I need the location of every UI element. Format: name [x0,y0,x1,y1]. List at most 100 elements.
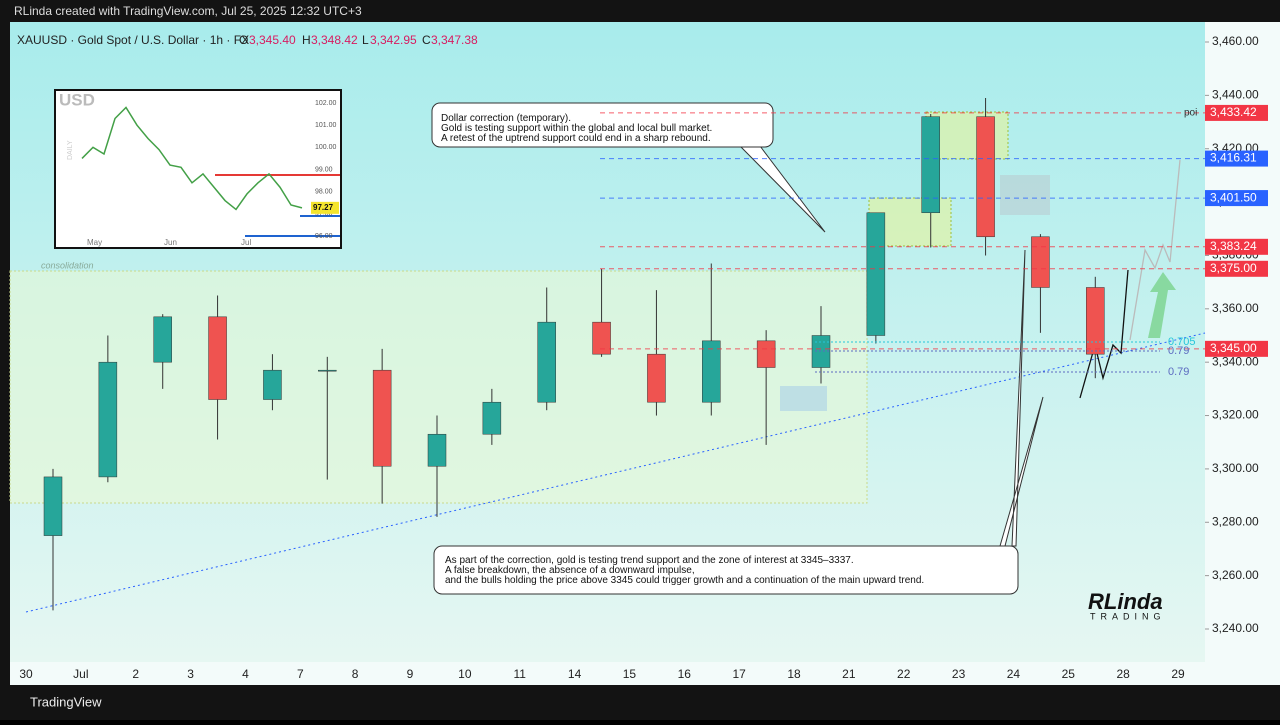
candle-body [592,321,611,355]
inset [54,89,342,249]
logo-name: RLinda [1088,589,1163,614]
x-tick-label: 15 [623,667,637,681]
price-tag [1205,104,1268,121]
low: 3,342.95 [370,33,417,47]
x-tick-label: 4 [242,667,249,681]
candle-body [43,476,63,536]
price-tag [1205,150,1268,167]
price-tag-label: 3,345.00 [1210,341,1257,355]
o-label: O [239,33,248,47]
candle-body [263,369,282,400]
x-tick-label: 18 [787,667,801,681]
annotation-text: Dollar correction (temporary). Gold is te… [441,113,712,144]
inset-tick: 96.00 [315,233,333,240]
consolidation-label: consolidation [41,260,94,270]
price-tag-label: 3,433.42 [1210,105,1257,119]
candle-body [427,433,447,467]
inset-tick: 98.00 [315,189,333,196]
annotation-text: As part of the correction, gold is testi… [445,555,924,586]
x-tick-label: 23 [952,667,966,681]
open: 3,345.40 [249,33,296,47]
x-tick-label: 9 [407,667,414,681]
price-tag-label: 3,383.24 [1210,239,1257,253]
candle-body [208,316,227,400]
price-tag-label: 3,375.00 [1210,261,1257,275]
y-tick-label: 3,460.00 [1212,34,1259,48]
inset-month: Jul [241,238,251,247]
y-tick-label: 3,360.00 [1212,301,1259,315]
candle-body [811,335,831,368]
x-tick-label: Jul [73,667,88,681]
logo: RLinda TRADING [1088,589,1166,622]
y-tick-label: 3,440.00 [1212,88,1259,102]
candle-body [98,361,118,478]
inset-title: USD [59,90,95,109]
x-tick-label: 8 [352,667,359,681]
x-tick-label: 10 [458,667,472,681]
fib-label: 0.79 [1168,345,1189,357]
x-tick-label: 16 [678,667,692,681]
candle-body [647,353,666,403]
candle-body [976,116,995,238]
x-tick-label: 11 [513,667,526,681]
x-tick-label: 14 [568,667,582,681]
x-tick-label: 22 [897,667,911,681]
box [780,386,827,411]
candle-body [702,340,721,403]
price-tag [1205,238,1268,255]
inset-tick: 97.00 [315,211,333,218]
candle-body [921,116,940,214]
y-tick-label: 3,340.00 [1212,354,1259,368]
candle-body [1031,236,1050,288]
symbol: XAUUSD · Gold Spot / U.S. Dollar · 1h · … [17,33,249,47]
close: 3,347.38 [431,33,478,47]
box [1000,175,1050,215]
x-tick-label: 21 [842,667,856,681]
inset-line [81,106,303,211]
fib-label: 0.705 [1168,336,1196,348]
x-tick-label: 24 [1007,667,1021,681]
price-tag [1205,260,1268,277]
high: 3,348.42 [311,33,358,47]
y-tick-label: 3,260.00 [1212,568,1259,582]
candle-body [866,212,886,336]
symbol-line: XAUUSD · Gold Spot / U.S. Dollar · 1h · … [17,33,478,47]
y-tick-label: 3,300.00 [1212,461,1259,475]
footer: TradingView [30,694,102,709]
x-tick-label: 17 [732,667,746,681]
credit: RLinda created with TradingView.com, Jul… [14,4,362,18]
candle-body [1086,287,1105,355]
price-tag [1205,340,1268,357]
inset-month: May [87,238,102,247]
x-tick-label: 28 [1116,667,1130,681]
annotation: As part of the correction, gold is testi… [445,555,924,586]
x-tick-label: 29 [1171,667,1185,681]
inset-month: Jun [164,238,177,247]
x-tick-label: 2 [132,667,139,681]
projection [1129,159,1181,341]
l-label: L [362,33,369,47]
up-arrow [1148,272,1176,338]
inset-tag [311,201,339,214]
candle-body [756,340,776,368]
inset-tag-label: 97.27 [313,203,334,212]
logo-sub: TRADING [1090,611,1166,621]
time-axis-bg [10,662,1205,685]
inset-tick: 100.00 [315,144,337,151]
x-tick-label: 7 [297,667,304,681]
price-tag-label: 3,416.31 [1210,151,1257,165]
candle-body [372,369,392,467]
y-tick-label: 3,240.00 [1212,621,1259,635]
candle-body [482,401,502,435]
x-tick-label: 3 [187,667,194,681]
fib-label: 0.79 [1168,366,1189,378]
price-tag [1205,190,1268,207]
candle-body [153,316,172,363]
x-tick-label: 30 [19,667,33,681]
inset-tick: 102.00 [315,100,337,107]
candle-body [318,369,337,372]
poi-label: poi [1184,108,1197,119]
x-tick-label: 25 [1062,667,1076,681]
